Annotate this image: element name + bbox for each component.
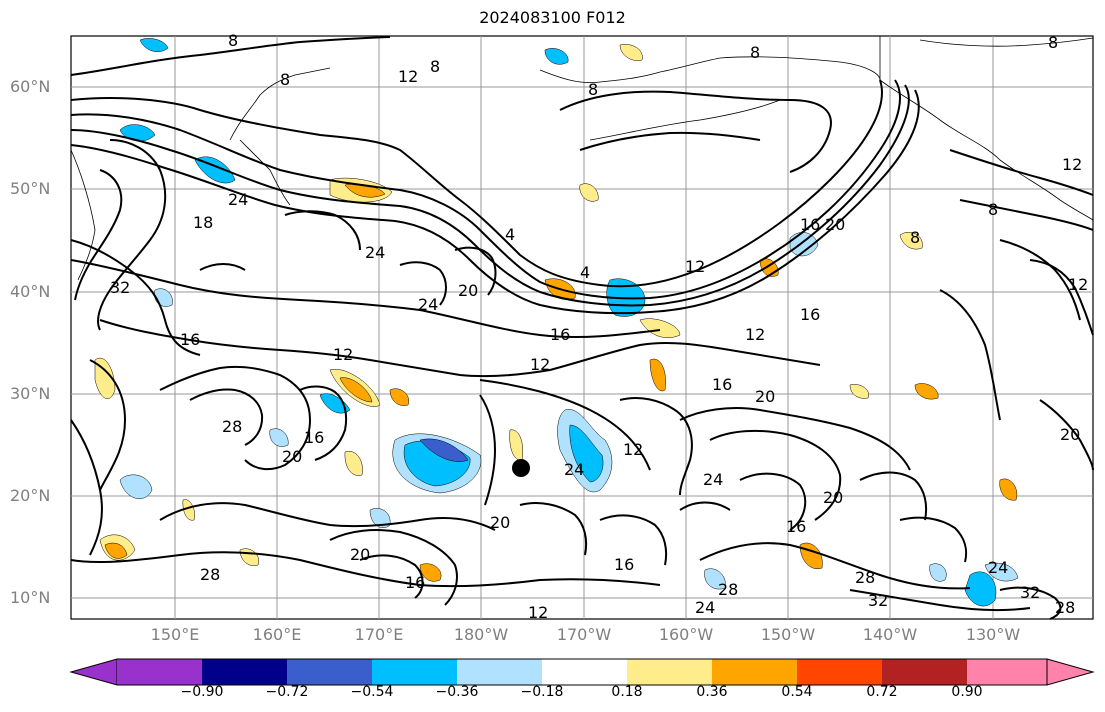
contour-label: 20 [755,387,775,406]
contour-label: 28 [718,580,738,599]
map-frame [70,35,1094,620]
lon-label: 140°W [862,625,918,644]
contour-label: 20 [823,488,843,507]
colorbar [69,658,1095,686]
contour-label: 32 [868,591,888,610]
contour-label: 8 [280,70,290,89]
contour-label: 8 [588,80,598,99]
contour-label: 24 [988,558,1008,577]
contour-label: 16 [800,215,820,234]
contour-label: 12 [685,257,705,276]
colorbar-tick: −0.54 [350,684,394,700]
lon-label: 160°E [252,625,302,644]
colorbar-swatch [627,659,712,685]
contour-label: 18 [193,213,213,232]
contour-label: 20 [282,447,302,466]
contour-label: 8 [228,31,238,50]
contour-label: 20 [350,545,370,564]
contour-label: 20 [490,513,510,532]
contour-label: 12 [1062,155,1082,174]
contour-label: 24 [703,470,723,489]
colorbar-extend-high [1046,658,1095,686]
contour-label: 4 [580,263,590,282]
contour-label: 24 [228,190,248,209]
lon-label: 170°E [354,625,404,644]
colorbar-swatch [287,659,372,685]
colorbar-tick: 0.54 [781,684,813,700]
contour-label: 16 [800,305,820,324]
lon-label: 150°E [150,625,200,644]
lon-label: 160°W [658,625,714,644]
colorbar-swatch [457,659,542,685]
contour-label: 28 [222,417,242,436]
contour-label: 12 [530,355,550,374]
storm-center-marker [512,459,530,477]
contour-label: 4 [505,225,515,244]
colorbar-tick: 0.36 [696,684,728,700]
lat-label: 30°N [10,384,51,403]
colorbar-tick: −0.36 [435,684,479,700]
contour-label: 12 [623,440,643,459]
colorbar-tick: 0.18 [611,684,643,700]
contour-label: 16 [786,517,806,536]
colorbar-tick: 0.90 [951,684,983,700]
contour-label: 16 [180,330,200,349]
lat-label: 40°N [10,282,51,301]
lat-label: 10°N [10,588,51,607]
contour-label: 8 [430,57,440,76]
contour-label: 16 [405,573,425,592]
contours [70,36,1094,620]
contour-label: 20 [458,281,478,300]
contour-label: 32 [110,278,130,297]
lon-label: 180°W [453,625,509,644]
colorbar-tick: −0.72 [265,684,309,700]
contour-label: 16 [304,428,324,447]
contour-label: 12 [745,325,765,344]
contour-label: 24 [695,598,715,617]
contour-label-group: 8 8 12 8 8 8 8 12 24 18 32 24 20 24 4 4 … [110,31,1088,622]
lat-label: 60°N [10,77,51,96]
contour-label: 28 [200,565,220,584]
colorbar-swatch [202,659,287,685]
contour-label: 16 [712,375,732,394]
colorbar-swatch [542,659,627,685]
colorbar-tick: 0.72 [866,684,898,700]
contour-label: 12 [1068,275,1088,294]
lon-label: 170°W [556,625,612,644]
contour-label: 12 [398,67,418,86]
colorbar-swatch [712,659,797,685]
contour-label: 16 [550,325,570,344]
contour-label: 16 [614,555,634,574]
colorbar-swatch [967,659,1047,685]
lon-label: 130°W [965,625,1021,644]
contour-label: 24 [365,243,385,262]
colorbar-tick: −0.18 [520,684,564,700]
colorbar-swatch [882,659,967,685]
colorbar-extend-low [69,658,118,686]
colorbar-tick: −0.90 [180,684,224,700]
contour-label: 8 [1048,33,1058,52]
contour-label: 12 [528,603,548,622]
lat-label: 50°N [10,179,51,198]
contour-label: 20 [1060,425,1080,444]
contour-label: 8 [910,228,920,247]
lon-label: 150°W [760,625,816,644]
contour-label: 24 [564,460,584,479]
colorbar-swatch [797,659,882,685]
colorbar-swatch [372,659,457,685]
lat-label: 20°N [10,486,51,505]
colorbar-swatch [117,659,202,685]
shading-blue [119,38,1019,607]
coastlines [70,36,1094,281]
contour-label: 8 [988,200,998,219]
contour-label: 28 [855,568,875,587]
contour-label: 8 [750,43,760,62]
contour-label: 32 [1020,583,1040,602]
map-title: 2024083100 F012 [479,8,626,27]
contour-label: 28 [1055,598,1075,617]
contour-label: 24 [418,295,438,314]
contour-label: 20 [825,215,845,234]
contour-label: 12 [333,345,353,364]
